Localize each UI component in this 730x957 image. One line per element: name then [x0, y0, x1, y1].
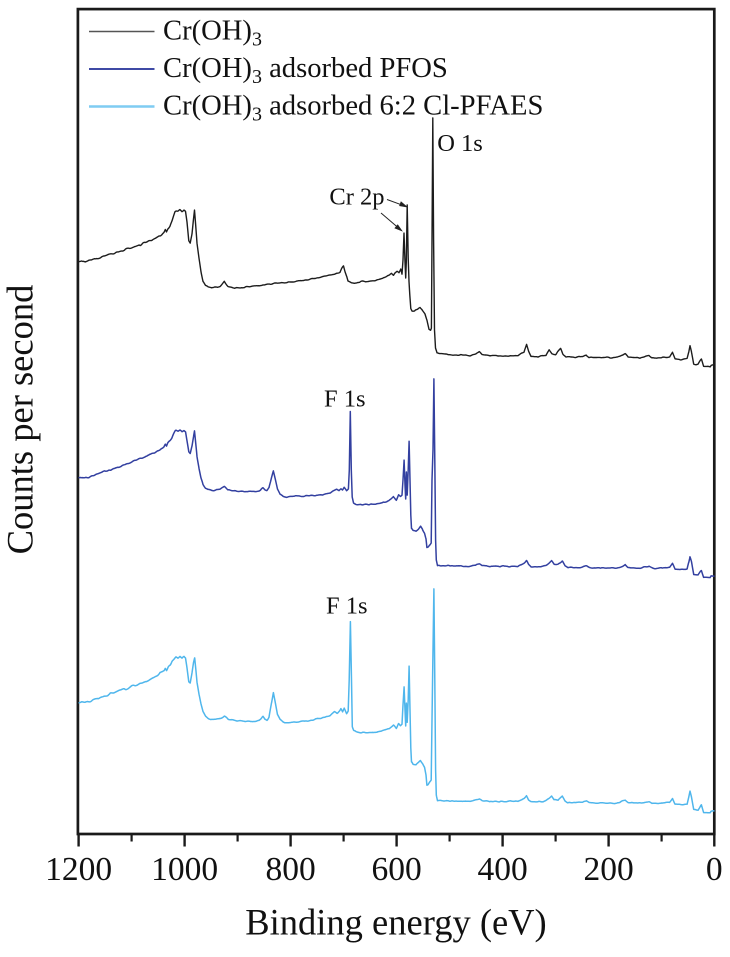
svg-text:1200: 1200: [45, 851, 112, 888]
svg-text:Cr 2p: Cr 2p: [329, 184, 384, 211]
svg-text:Cr(OH)3 adsorbed PFOS: Cr(OH)3 adsorbed PFOS: [163, 53, 448, 88]
svg-text:0: 0: [706, 851, 723, 888]
svg-text:Binding energy (eV): Binding energy (eV): [245, 902, 546, 943]
svg-text:Cr(OH)3: Cr(OH)3: [163, 16, 262, 51]
svg-text:Cr(OH)3 adsorbed 6:2 Cl-PFAES: Cr(OH)3 adsorbed 6:2 Cl-PFAES: [163, 91, 543, 126]
svg-text:200: 200: [583, 851, 633, 888]
svg-text:O 1s: O 1s: [437, 130, 483, 157]
svg-text:1000: 1000: [151, 851, 218, 888]
svg-text:400: 400: [477, 851, 527, 888]
svg-text:800: 800: [265, 851, 315, 888]
svg-text:F 1s: F 1s: [326, 593, 368, 620]
svg-text:F 1s: F 1s: [324, 386, 366, 413]
svg-text:Counts per second: Counts per second: [0, 285, 41, 555]
svg-text:600: 600: [371, 851, 421, 888]
